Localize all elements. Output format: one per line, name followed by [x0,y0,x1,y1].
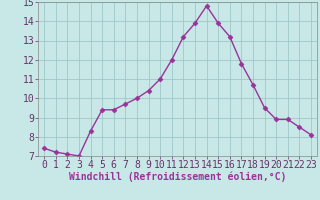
X-axis label: Windchill (Refroidissement éolien,°C): Windchill (Refroidissement éolien,°C) [69,172,286,182]
